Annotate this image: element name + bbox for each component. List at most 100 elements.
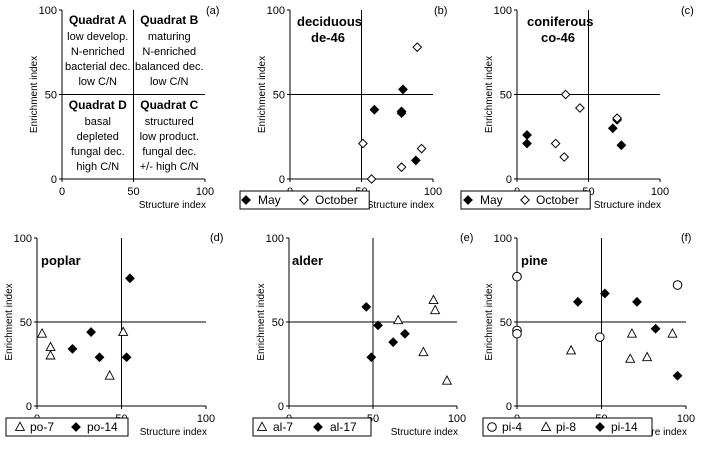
- legend-marker: [595, 422, 605, 432]
- data-point-May: [398, 84, 408, 95]
- y-axis-label: Enrichment index: [484, 283, 495, 360]
- legend-label: po-7: [30, 420, 54, 434]
- quadrat-description: +/- high C/N: [140, 161, 199, 173]
- panel-title: coniferous: [527, 14, 593, 29]
- y-axis-label: Enrichment index: [256, 283, 267, 360]
- legend-box: [252, 417, 372, 437]
- x-tick-label: 100: [677, 413, 695, 425]
- quadrat-description: low C/N: [150, 76, 189, 88]
- panel-title: deciduous: [297, 14, 362, 29]
- data-point-October: [550, 138, 561, 149]
- x-axis-label: Structure index: [594, 200, 661, 211]
- panel-label: (c): [681, 5, 694, 17]
- data-point-al-17: [373, 320, 383, 331]
- data-point-po-7: [45, 341, 56, 352]
- quadrat-description: basal: [85, 116, 111, 128]
- legend-marker: [256, 421, 268, 431]
- quadrat-description: balanced dec.: [135, 61, 204, 73]
- data-point-al-7: [430, 304, 441, 315]
- quadrat-description: bacterial dec.: [65, 61, 130, 73]
- panel-title: poplar: [41, 253, 81, 268]
- data-point-pi-14: [632, 296, 642, 307]
- data-point-al-17: [366, 352, 377, 363]
- legend-label: al-7: [273, 420, 293, 434]
- legend-marker: [14, 421, 26, 431]
- y-tick-label: 100: [494, 233, 512, 245]
- legend-label: al-17: [330, 420, 357, 434]
- y-axis-label: Enrichment index: [4, 283, 15, 360]
- data-point-po-7: [118, 326, 129, 336]
- legend-box: [482, 417, 653, 437]
- data-point-May: [522, 138, 532, 149]
- data-point-al-17: [361, 301, 372, 312]
- legend-box: [5, 417, 129, 437]
- quadrat-description: structured: [145, 116, 194, 128]
- quadrat-description: fungal dec.: [71, 146, 125, 158]
- legend-marker: [313, 422, 323, 432]
- data-point-pi-8: [641, 351, 653, 362]
- y-tick-label: 50: [20, 317, 32, 329]
- quadrat-description: fungal dec.: [142, 146, 196, 158]
- data-point-pi-14: [572, 296, 583, 307]
- legend-marker: [299, 195, 309, 205]
- legend-marker: [487, 422, 497, 432]
- quadrat-description: N-enriched: [142, 46, 196, 58]
- panel-title: alder: [292, 253, 323, 268]
- data-point-pi-4: [595, 332, 605, 342]
- data-point-May: [396, 108, 407, 118]
- legend-marker: [241, 195, 251, 205]
- data-point-al-17: [400, 328, 410, 339]
- legend-label: October: [536, 193, 579, 207]
- data-point-po-14: [94, 352, 105, 363]
- legend-marker: [540, 421, 552, 431]
- quadrat-name: Quadrat B: [140, 13, 198, 27]
- quadrat-description: low product.: [140, 131, 199, 143]
- data-point-May: [616, 140, 627, 151]
- x-tick-label: 100: [651, 186, 669, 198]
- panel-label: (f): [681, 232, 691, 244]
- data-point-pi-4: [672, 280, 683, 290]
- data-point-pi-8: [625, 353, 636, 363]
- x-axis-label: Structure index: [367, 200, 434, 211]
- x-tick-label: 100: [448, 413, 466, 425]
- panel-label: (b): [434, 5, 447, 17]
- y-axis-label: Enrichment index: [29, 56, 40, 133]
- panel-label: (a): [206, 5, 219, 17]
- legend-label: pi-4: [502, 420, 522, 434]
- legend-label: pi-14: [611, 420, 638, 434]
- y-tick-label: 50: [272, 317, 284, 329]
- quadrat-description: high C/N: [76, 161, 119, 173]
- quadrat-name: Quadrat C: [140, 98, 198, 112]
- y-tick-label: 100: [494, 5, 512, 17]
- data-point-October: [358, 138, 368, 149]
- data-point-October: [575, 103, 585, 113]
- data-point-October: [416, 143, 427, 154]
- y-tick-label: 0: [279, 174, 285, 186]
- y-tick-label: 100: [267, 5, 285, 17]
- data-point-al-7: [418, 346, 429, 357]
- data-point-pi-8: [565, 344, 577, 355]
- data-point-po-7: [36, 328, 48, 338]
- data-point-po-14: [121, 352, 132, 363]
- y-tick-label: 0: [506, 401, 512, 413]
- data-point-October: [559, 152, 570, 162]
- data-point-pi-4: [512, 271, 522, 282]
- quadrat-description: low C/N: [78, 76, 117, 88]
- panel-title: co-46: [541, 30, 575, 45]
- data-point-May: [522, 130, 532, 140]
- y-tick-label: 50: [273, 90, 285, 102]
- quadrat-description: low develop.: [67, 31, 128, 43]
- data-point-po-14: [67, 343, 78, 354]
- data-point-po-7: [45, 349, 56, 360]
- panel-a: 0 50 100 0 50 100 Enrichment index Structure in…: [29, 5, 219, 211]
- data-point-October: [366, 174, 377, 184]
- legend-label: May: [258, 193, 281, 207]
- y-tick-label: 0: [51, 174, 57, 186]
- y-tick-label: 50: [45, 90, 57, 102]
